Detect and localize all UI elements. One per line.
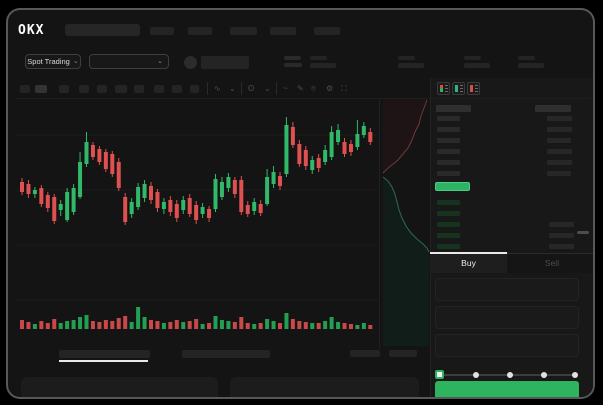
nav-item-placeholder[interactable] [314, 27, 340, 35]
last-price-highlight[interactable] [435, 182, 470, 191]
timeframe-button[interactable] [115, 85, 127, 93]
percent-slider-stop[interactable] [572, 372, 578, 378]
book-column-header[interactable] [535, 105, 571, 112]
percent-slider-stop[interactable] [541, 372, 547, 378]
nav-item-placeholder[interactable] [270, 27, 296, 35]
ask-price-placeholder[interactable] [437, 149, 460, 154]
coin-icon [184, 56, 197, 69]
market-type-dropdown[interactable]: Spot Trading ⌄ [25, 54, 81, 69]
tab-sell[interactable]: Sell [507, 253, 593, 273]
last-price-label-placeholder [284, 56, 301, 60]
toolbar-separator [241, 82, 242, 95]
ask-amount-placeholder[interactable] [547, 149, 572, 154]
timeframe-button[interactable] [97, 85, 107, 93]
market-type-label: Spot Trading [27, 57, 70, 66]
orderbook-bids-view-icon[interactable] [452, 82, 465, 95]
toolbar-separator [207, 82, 208, 95]
price-chart-canvas[interactable] [16, 99, 380, 349]
chart-type-icon[interactable]: ∿ [214, 84, 221, 93]
bottom-tab-placeholder[interactable] [182, 350, 270, 358]
ask-price-placeholder[interactable] [437, 160, 460, 165]
ask-amount-placeholder[interactable] [547, 127, 572, 132]
search-input[interactable] [65, 24, 140, 36]
percent-slider-stop[interactable] [507, 372, 513, 378]
ask-price-placeholder[interactable] [437, 171, 460, 176]
bid-amount-placeholder[interactable] [549, 233, 574, 238]
stat-value-placeholder [464, 63, 490, 68]
timeframe-button[interactable] [154, 85, 164, 93]
toolbar-divider [16, 98, 591, 99]
timeframe-button[interactable] [190, 85, 199, 93]
timeframe-button[interactable] [59, 85, 69, 93]
active-bottom-tab-indicator [59, 360, 148, 362]
chevron-down-icon: ⌄ [72, 58, 79, 65]
ask-amount-placeholder[interactable] [547, 138, 571, 143]
chevron-down-icon: ⌄ [157, 58, 163, 65]
orderbook-scroll-handle[interactable] [577, 231, 589, 234]
bottom-tab-placeholder[interactable] [59, 350, 150, 358]
nav-item-placeholder[interactable] [188, 27, 212, 35]
depth-chart-canvas[interactable] [379, 99, 430, 349]
ask-amount-placeholder[interactable] [547, 160, 572, 165]
stat-label-placeholder [518, 56, 535, 60]
fullscreen-icon[interactable]: ⛶ [341, 84, 347, 93]
chevron-down-icon[interactable]: ⌄ [229, 84, 236, 93]
pair-select-dropdown[interactable]: ⌄ [89, 54, 169, 69]
stat-value-placeholder [518, 63, 544, 68]
compare-icon[interactable]: ~ [283, 84, 288, 93]
stat-label-placeholder [398, 56, 415, 60]
bid-amount-placeholder[interactable] [549, 222, 574, 227]
bid-amount-placeholder[interactable] [549, 244, 574, 249]
bid-price-placeholder[interactable] [437, 211, 460, 216]
ask-price-placeholder[interactable] [437, 116, 460, 121]
timeframe-button[interactable] [79, 85, 89, 93]
timeframe-button-active[interactable] [35, 85, 47, 93]
total-input[interactable] [435, 334, 579, 357]
app-window: OKX Spot Trading ⌄ ⌄ ∿ ⌄ ʘ ⌄ ~ ✎ ⌾ ⚙ ⛶ [6, 8, 595, 399]
okx-logo[interactable]: OKX [18, 23, 45, 38]
nav-item-placeholder[interactable] [230, 27, 257, 35]
chart-range-button[interactable] [350, 350, 380, 357]
stat-value-placeholder [398, 63, 424, 68]
ask-price-placeholder[interactable] [437, 138, 460, 143]
timeframe-button[interactable] [20, 85, 30, 93]
tab-buy[interactable]: Buy [430, 253, 507, 273]
bid-price-placeholder[interactable] [437, 244, 460, 249]
stat-label-placeholder [464, 56, 481, 60]
last-price-value-placeholder [284, 63, 302, 67]
bid-price-placeholder[interactable] [437, 233, 460, 238]
book-column-header[interactable] [436, 105, 471, 112]
camera-icon[interactable]: ⌾ [311, 84, 316, 93]
settings-icon[interactable]: ⚙ [326, 84, 334, 93]
pair-name-placeholder [201, 56, 249, 69]
active-tab-indicator [430, 252, 507, 254]
ask-amount-placeholder[interactable] [547, 116, 572, 121]
stat-value-placeholder [310, 63, 336, 68]
bid-price-placeholder[interactable] [437, 200, 460, 205]
price-input[interactable] [435, 278, 579, 301]
depth-panel-divider [379, 99, 380, 349]
ask-amount-placeholder[interactable] [547, 171, 571, 176]
timeframe-button[interactable] [134, 85, 144, 93]
percent-slider-handle[interactable] [435, 370, 444, 379]
orderbook-combined-view-icon[interactable] [437, 82, 450, 95]
ask-price-placeholder[interactable] [437, 127, 460, 132]
history-table-placeholder[interactable] [230, 377, 419, 397]
chevron-down-icon[interactable]: ⌄ [264, 84, 271, 93]
tab-divider [430, 253, 593, 254]
buy-submit-button[interactable] [435, 381, 579, 397]
orders-table-placeholder[interactable] [21, 377, 218, 397]
bid-price-placeholder[interactable] [437, 222, 460, 227]
amount-input[interactable] [435, 306, 579, 329]
draw-tools-icon[interactable]: ✎ [297, 84, 304, 93]
timeframe-button[interactable] [172, 85, 182, 93]
nav-item-placeholder[interactable] [150, 27, 174, 35]
toolbar-separator [276, 82, 277, 95]
orderbook-asks-view-icon[interactable] [467, 82, 480, 95]
stat-label-placeholder [310, 56, 327, 60]
chart-range-button[interactable] [389, 350, 417, 357]
indicators-icon[interactable]: ʘ [248, 84, 255, 93]
percent-slider-stop[interactable] [473, 372, 479, 378]
